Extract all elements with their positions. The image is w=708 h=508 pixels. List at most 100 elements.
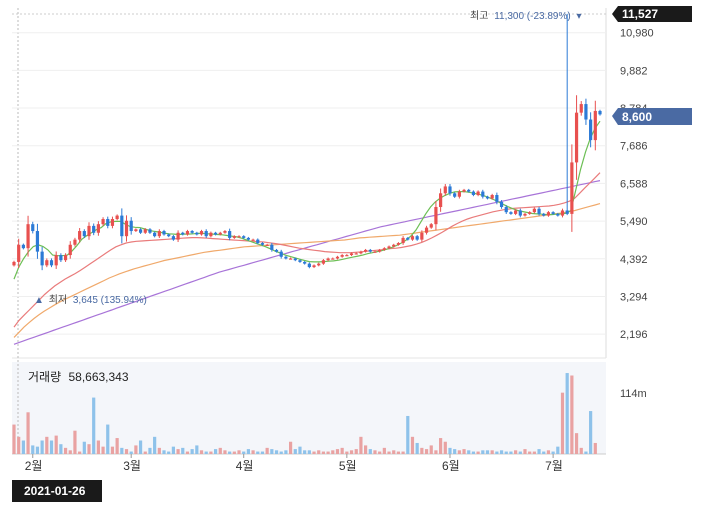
volume-bar [453, 449, 457, 454]
volume-bar [345, 451, 349, 454]
candle-body [87, 225, 91, 237]
candle-body [565, 210, 569, 214]
volume-bar [551, 451, 555, 454]
month-tick-labels: 2월 3월 4월 5월 6월 7월 [25, 454, 563, 473]
candle-body [518, 210, 522, 216]
candle-body [504, 207, 508, 213]
volume-bar [584, 451, 588, 454]
volume-bar [96, 440, 100, 454]
max-price-tag: 11,527 [612, 6, 692, 22]
candle-body [537, 208, 541, 214]
volume-bar [124, 449, 129, 454]
candle-body [382, 248, 386, 250]
candle-body [92, 225, 96, 233]
candle-body [293, 258, 297, 261]
candle-body [78, 231, 82, 240]
candle-body [204, 231, 208, 237]
volume-bar [218, 447, 222, 454]
price-tick-label: 3,294 [620, 291, 648, 303]
volume-bar [242, 451, 246, 454]
volume-bar [443, 441, 447, 454]
candle-body [274, 249, 279, 252]
candle-body [49, 260, 54, 266]
volume-bar [73, 430, 77, 454]
candle-body [279, 251, 283, 257]
candle-body [528, 212, 532, 214]
volume-bar [209, 451, 213, 454]
volume-bar [115, 438, 119, 454]
volume-bar [134, 445, 138, 454]
volume-bar [556, 446, 560, 454]
month-tick-label: 7월 [545, 459, 563, 473]
candle-body [110, 219, 115, 226]
volume-bar [293, 449, 297, 454]
volume-bar [396, 451, 401, 454]
volume-bar [190, 449, 194, 454]
candle-body [12, 261, 16, 266]
candle-body [326, 258, 330, 261]
volume-bar [457, 450, 461, 454]
candle-body [396, 243, 401, 245]
volume-bar [228, 451, 232, 454]
volume-bar [382, 447, 386, 454]
candle-body [153, 232, 157, 237]
month-tick-label: 2월 [25, 459, 43, 473]
low-annotation: ▲ 최저 3,645 (135.94%) [34, 294, 147, 306]
candle-body [260, 243, 265, 245]
candle-body [59, 255, 63, 261]
candle-body [462, 189, 466, 192]
volume-bar [274, 450, 279, 454]
candle-body [138, 229, 143, 233]
candle-body [373, 251, 377, 253]
volume-bar [481, 450, 485, 454]
volume-bars [12, 373, 597, 454]
volume-bar [462, 449, 466, 454]
candle-body [228, 231, 232, 238]
candle-body [171, 236, 175, 240]
volume-bar [485, 450, 490, 454]
volume-bar [523, 449, 527, 454]
volume-bar [471, 451, 476, 454]
candle-body [514, 210, 518, 214]
volume-bar [349, 450, 354, 454]
candle-body [21, 244, 25, 249]
volume-bar [265, 447, 269, 454]
candle-body [199, 231, 204, 235]
volume-bar [176, 449, 180, 454]
volume-bar [532, 451, 536, 454]
volume-bar [251, 450, 255, 454]
candle-body [509, 212, 513, 214]
volume-bar [359, 436, 363, 454]
volume-bar [317, 450, 321, 454]
ma-long-line [13, 203, 601, 338]
candle-body [307, 263, 311, 268]
volume-bar [54, 435, 58, 454]
volume-bar [429, 445, 433, 454]
month-tick-label: 3월 [123, 459, 141, 473]
candle-body [481, 191, 485, 197]
volume-bar [288, 441, 293, 454]
candle-body [195, 232, 199, 235]
volume-tick-label: 114m [620, 388, 647, 400]
volume-bar [204, 451, 208, 454]
volume-bar [542, 451, 546, 454]
candle-body [415, 236, 419, 240]
candle-body [321, 260, 326, 264]
svg-text:11,527: 11,527 [622, 7, 658, 21]
candle-body [31, 224, 35, 232]
volume-bar [378, 451, 382, 454]
candle-body [317, 263, 321, 266]
volume-bar [560, 392, 565, 454]
candle-body [439, 193, 443, 208]
volume-bar [148, 447, 152, 454]
volume-bar [101, 446, 105, 454]
candle-body [218, 232, 222, 235]
volume-bar [303, 450, 307, 454]
volume-bar [424, 449, 429, 454]
volume-bar [546, 450, 551, 454]
candle-body [598, 110, 602, 115]
candle-body [312, 265, 316, 268]
candle-body [129, 220, 133, 232]
volume-bar [237, 450, 241, 454]
